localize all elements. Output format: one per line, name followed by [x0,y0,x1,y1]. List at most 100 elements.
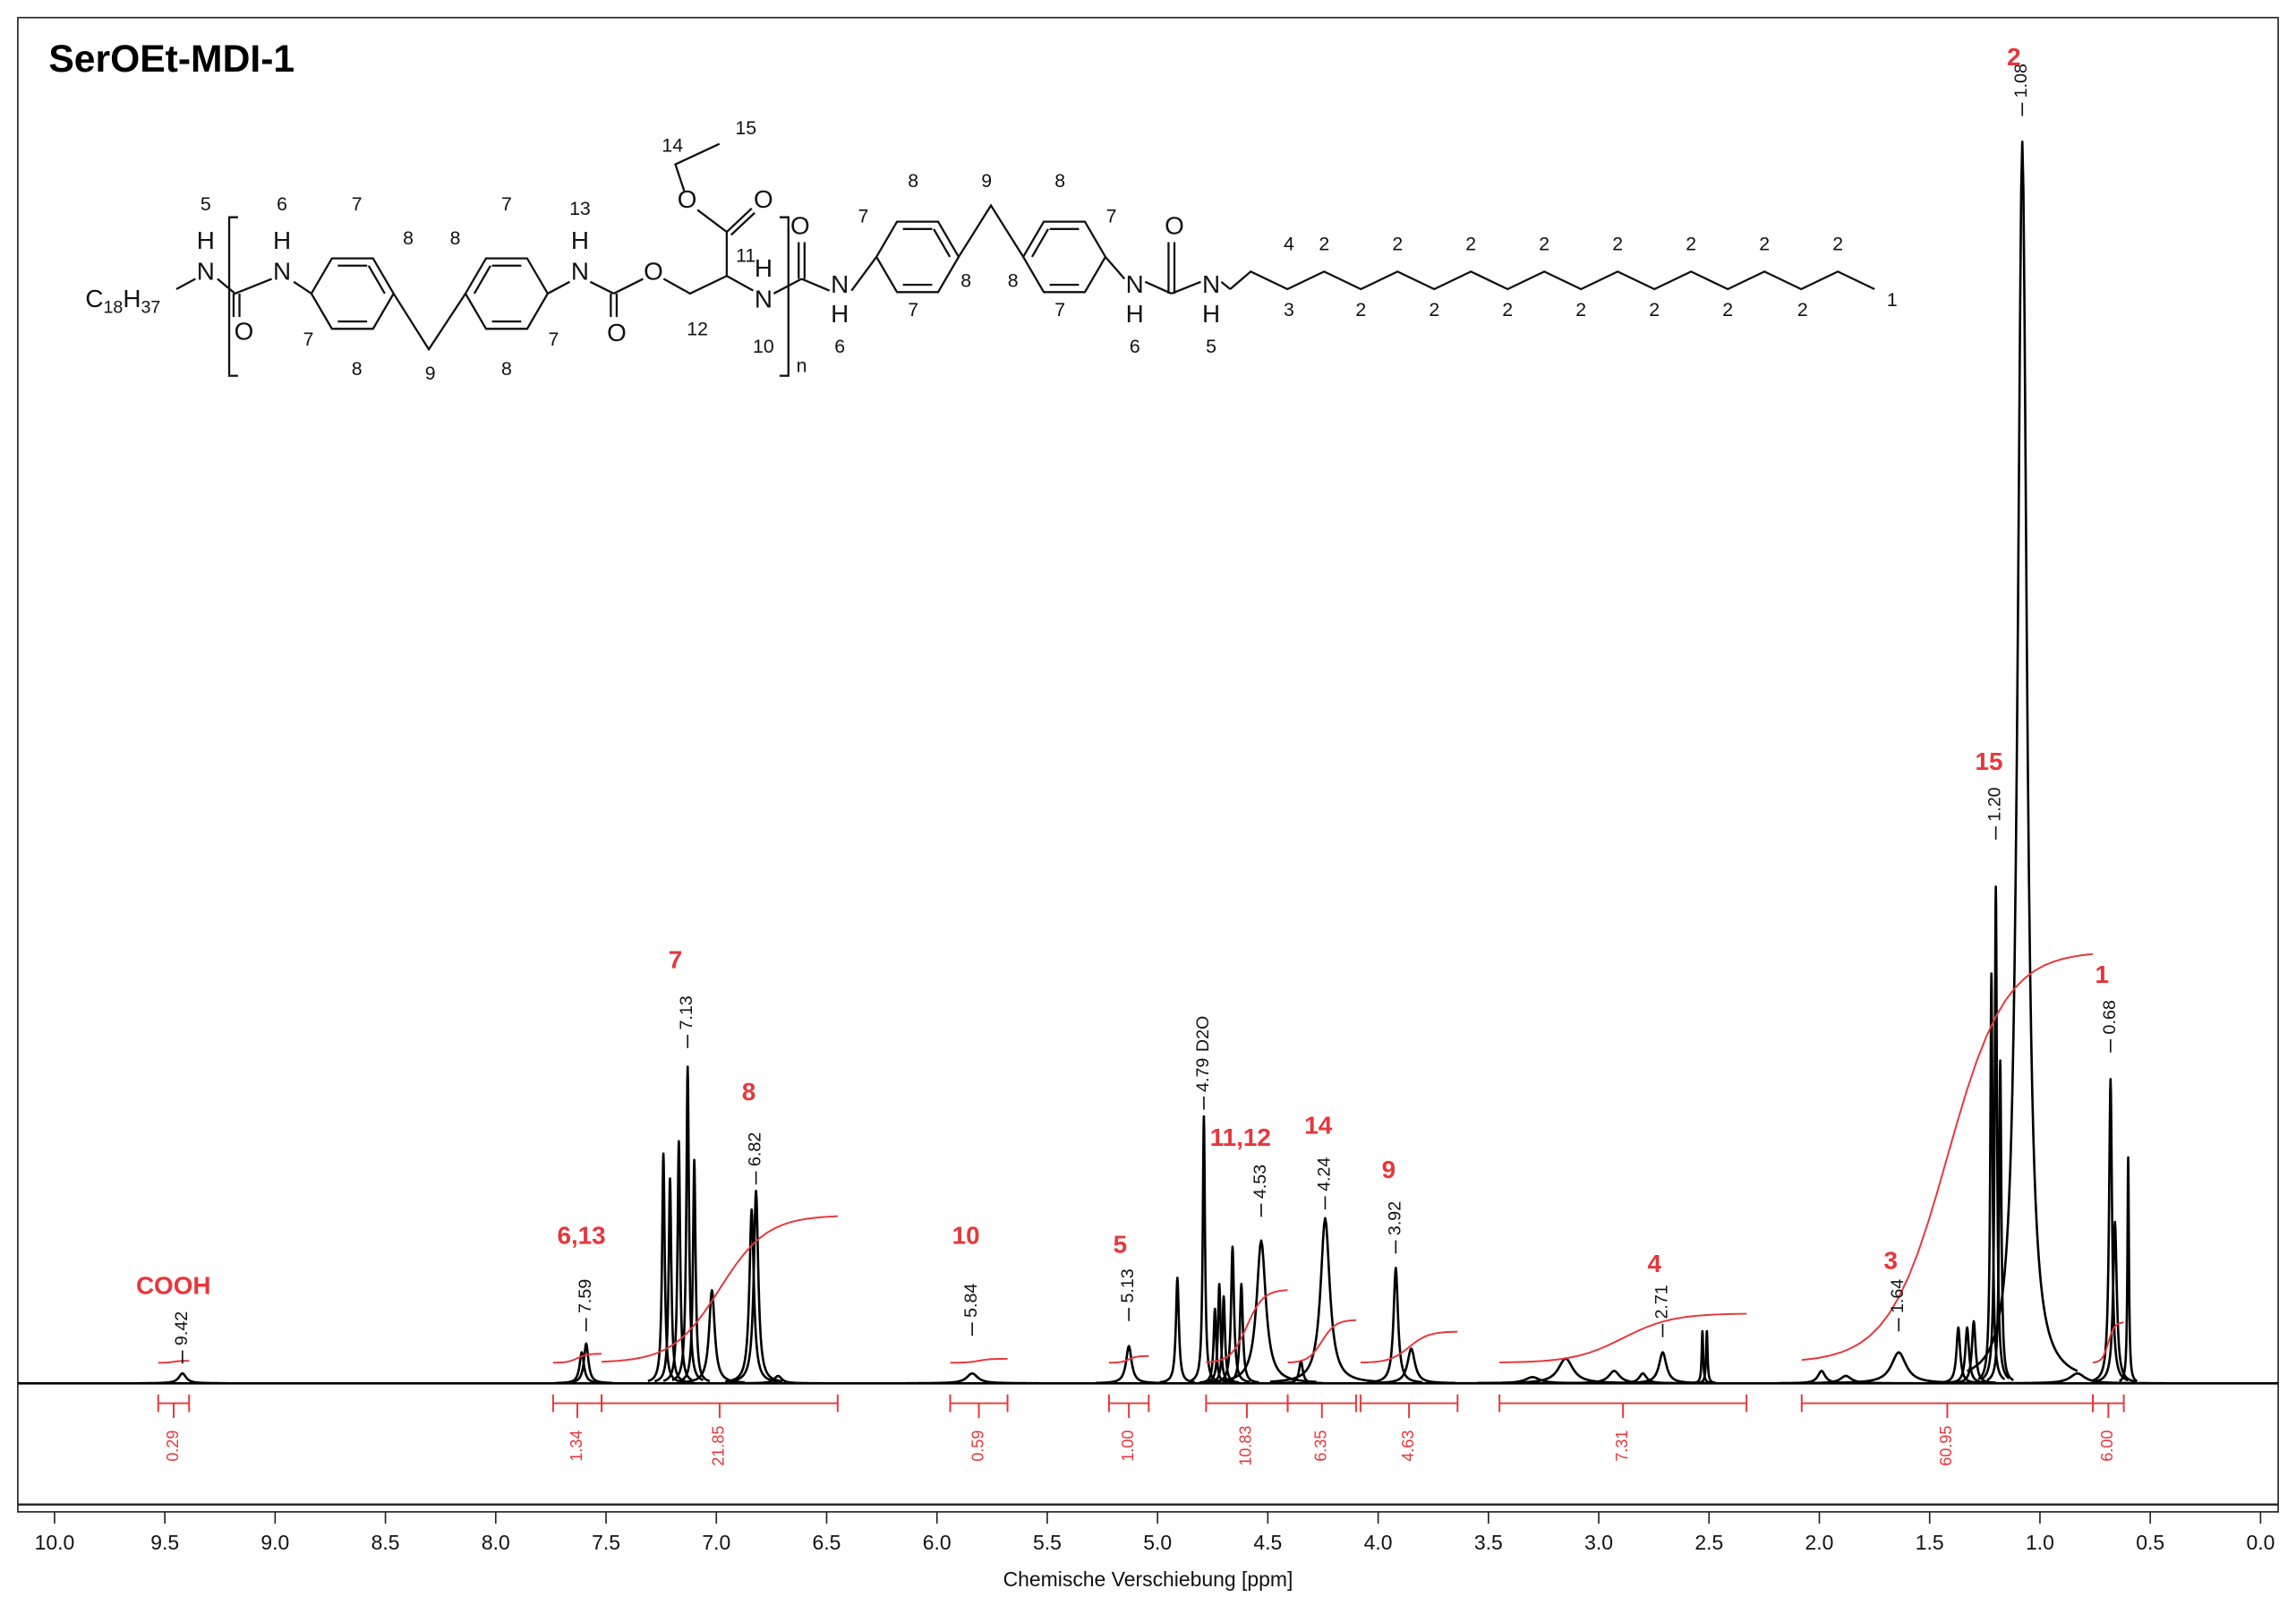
locant-label: 15 [735,117,756,139]
peak [1548,1370,1681,1385]
peak [1981,885,2010,1379]
peak-label-value: 9.42 [172,1311,192,1345]
x-tick-label: 5.0 [1143,1531,1172,1554]
locant-label: 7 [1106,205,1117,226]
peak [1158,1277,1196,1384]
atom-label: N [197,257,215,285]
peak [724,1208,779,1383]
peak [1780,1374,1913,1385]
atom-label: H [755,254,772,282]
atom-label: O [1165,212,1184,240]
atom-label: O [607,319,627,346]
integral-curve [1360,1330,1458,1364]
peak-label-value: 4.79 [1193,1058,1213,1092]
peak-label: 4.24 [1315,1157,1335,1191]
assignment-label: COOH [136,1271,211,1299]
integral-curve [1206,1289,1288,1363]
peak-label: 6.82 [746,1132,765,1166]
integral-curve [1801,952,2094,1362]
peak [2092,1220,2138,1383]
peak-label-value: 0.68 [2100,1000,2120,1034]
assignment-label: 15 [1976,747,2003,775]
peak-label: 7.59 [576,1279,595,1313]
assignment-label: 7 [669,945,683,973]
integral-curve [1287,1319,1357,1363]
integral-curve [1499,1312,1747,1363]
locant-label: 12 [687,319,708,340]
atom-label: H [571,226,589,254]
assignment-label: 6,13 [557,1222,605,1250]
atom-label: O [790,212,810,240]
locant-label: 2 [1539,233,1549,254]
peak-label-value: 5.84 [961,1284,981,1318]
peak [1366,1347,1456,1385]
integral-label: 21.85 [710,1426,728,1466]
locant-label: 7 [352,193,363,215]
peak-label: 1.64 [1888,1279,1908,1313]
peak-label-value: 6.82 [746,1132,765,1166]
integral-label: 4.63 [1399,1430,1417,1462]
atom-label: N [273,257,291,285]
peak [678,1158,711,1383]
locant-label: 8 [908,170,918,192]
x-tick-label: 7.0 [702,1531,730,1554]
x-tick-label: 4.5 [1253,1531,1282,1554]
locant-label: 2 [1429,299,1439,320]
x-tick-label: 0.0 [2246,1531,2275,1554]
assignment-label: 5 [1114,1230,1128,1258]
atom-label: O [678,185,697,213]
locant-label: 10 [753,336,774,357]
locant-label: 8 [960,269,971,291]
peak [653,1177,687,1383]
locant-label: 2 [1465,233,1476,254]
locant-label: 2 [1355,299,1366,320]
locant-label: 2 [1832,233,1843,254]
locant-label: 9 [981,170,992,192]
peak-label: 3.92 [1386,1201,1405,1235]
locant-label: 11 [736,245,755,267]
peak [729,1189,783,1383]
peak-label: 1.20 [1985,787,2005,821]
formula-part: 37 [141,298,160,318]
x-tick-label: 8.0 [482,1531,510,1554]
peak-label: 5.84 [961,1284,981,1318]
chart-title: SerOEt-MDI-1 [48,38,294,81]
assignment-label: 8 [742,1078,756,1106]
atom-label: N [571,257,589,285]
peak [138,1371,227,1385]
locant-label: 7 [1054,299,1065,320]
peak-label-value: 1.64 [1888,1279,1908,1313]
alkyl-chain [1229,269,1875,291]
peak [1369,1266,1423,1384]
locant-label: 2 [1759,233,1770,254]
atom-label: N [1202,270,1220,298]
assignment-label: 1 [2095,961,2110,988]
x-tick-label: 10.0 [35,1531,75,1554]
peak-label-value: 7.59 [576,1279,595,1313]
integral-label: 10.83 [1237,1426,1255,1466]
assignment-label: 10 [952,1222,980,1250]
peak-label: 9.42 [172,1311,192,1345]
peak [554,1351,610,1385]
locant-label: 8 [352,358,363,380]
peak [1598,1371,1687,1385]
integral-label: 0.59 [969,1430,986,1462]
locant-label: 2 [1797,299,1808,320]
locant-label: 7 [858,205,868,226]
peak-label-value: 4.53 [1250,1165,1270,1199]
x-tick-label: 0.5 [2136,1531,2164,1554]
peak-label-value: 3.92 [1386,1201,1405,1235]
integral-curve [950,1357,1008,1364]
atom-label: H [197,226,215,254]
x-tick-label: 2.5 [1694,1531,1723,1554]
peak [1935,1326,1982,1384]
integral-curve [552,1353,602,1364]
peak [1617,1351,1708,1385]
x-tick-label: 1.5 [1916,1531,1944,1554]
peak-label: 4.79 D2O [1193,1016,1213,1092]
peak [1223,1283,1260,1384]
assignment-label: 9 [1382,1156,1396,1183]
integral-label: 1.00 [1119,1430,1137,1462]
